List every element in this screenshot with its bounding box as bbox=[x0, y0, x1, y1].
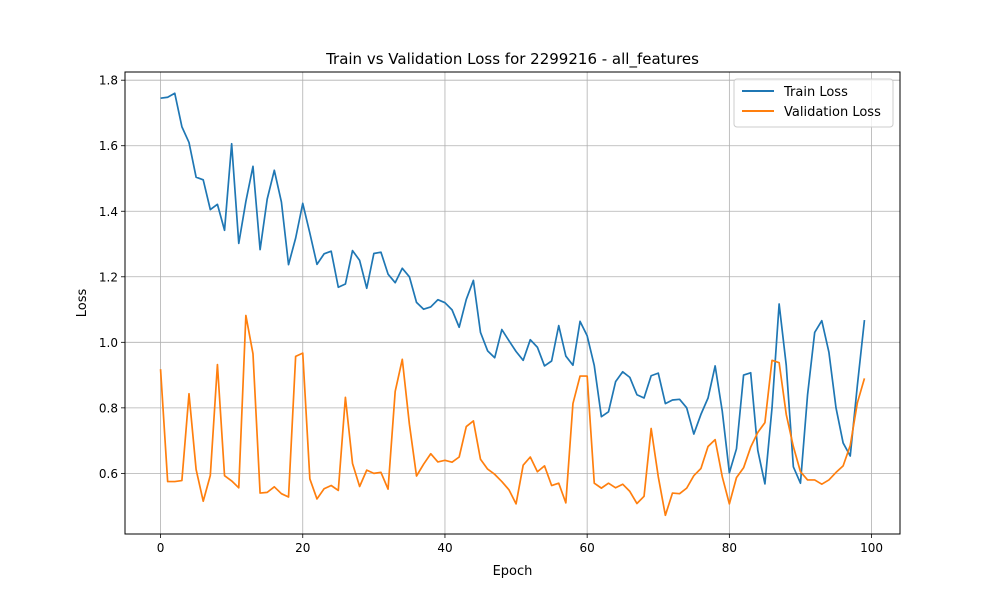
y-tick-label: 1.2 bbox=[99, 270, 118, 284]
x-tick-label: 0 bbox=[157, 541, 165, 555]
y-tick-label: 0.6 bbox=[99, 467, 118, 481]
legend: Train Loss Validation Loss bbox=[733, 78, 894, 128]
y-tick-label: 1.0 bbox=[99, 336, 118, 350]
x-tick-label: 60 bbox=[580, 541, 595, 555]
series-line-train-loss bbox=[160, 92, 866, 485]
axis-ticks: 0 20 40 60 80 100 0.6 0.8 1.0 1.2 1.4 1.6 1.8 bbox=[99, 74, 883, 555]
x-tick-label: 80 bbox=[722, 541, 737, 555]
y-tick-label: 1.4 bbox=[99, 205, 118, 219]
plot-frame bbox=[124, 71, 901, 535]
legend-label-train: Train Loss bbox=[783, 85, 848, 100]
series-line-validation-loss bbox=[159, 314, 866, 517]
series-lines bbox=[159, 92, 866, 517]
x-axis-label: Epoch bbox=[493, 564, 533, 579]
chart-title: Train vs Validation Loss for 2299216 - a… bbox=[325, 50, 699, 69]
y-axis-label: Loss bbox=[75, 289, 90, 318]
y-tick-label: 1.6 bbox=[99, 139, 118, 153]
x-tick-label: 100 bbox=[860, 541, 883, 555]
y-tick-label: 0.8 bbox=[99, 401, 118, 415]
x-tick-label: 40 bbox=[437, 541, 452, 555]
y-tick-label: 1.8 bbox=[99, 74, 118, 88]
legend-label-validation: Validation Loss bbox=[784, 105, 881, 120]
x-tick-label: 20 bbox=[295, 541, 310, 555]
